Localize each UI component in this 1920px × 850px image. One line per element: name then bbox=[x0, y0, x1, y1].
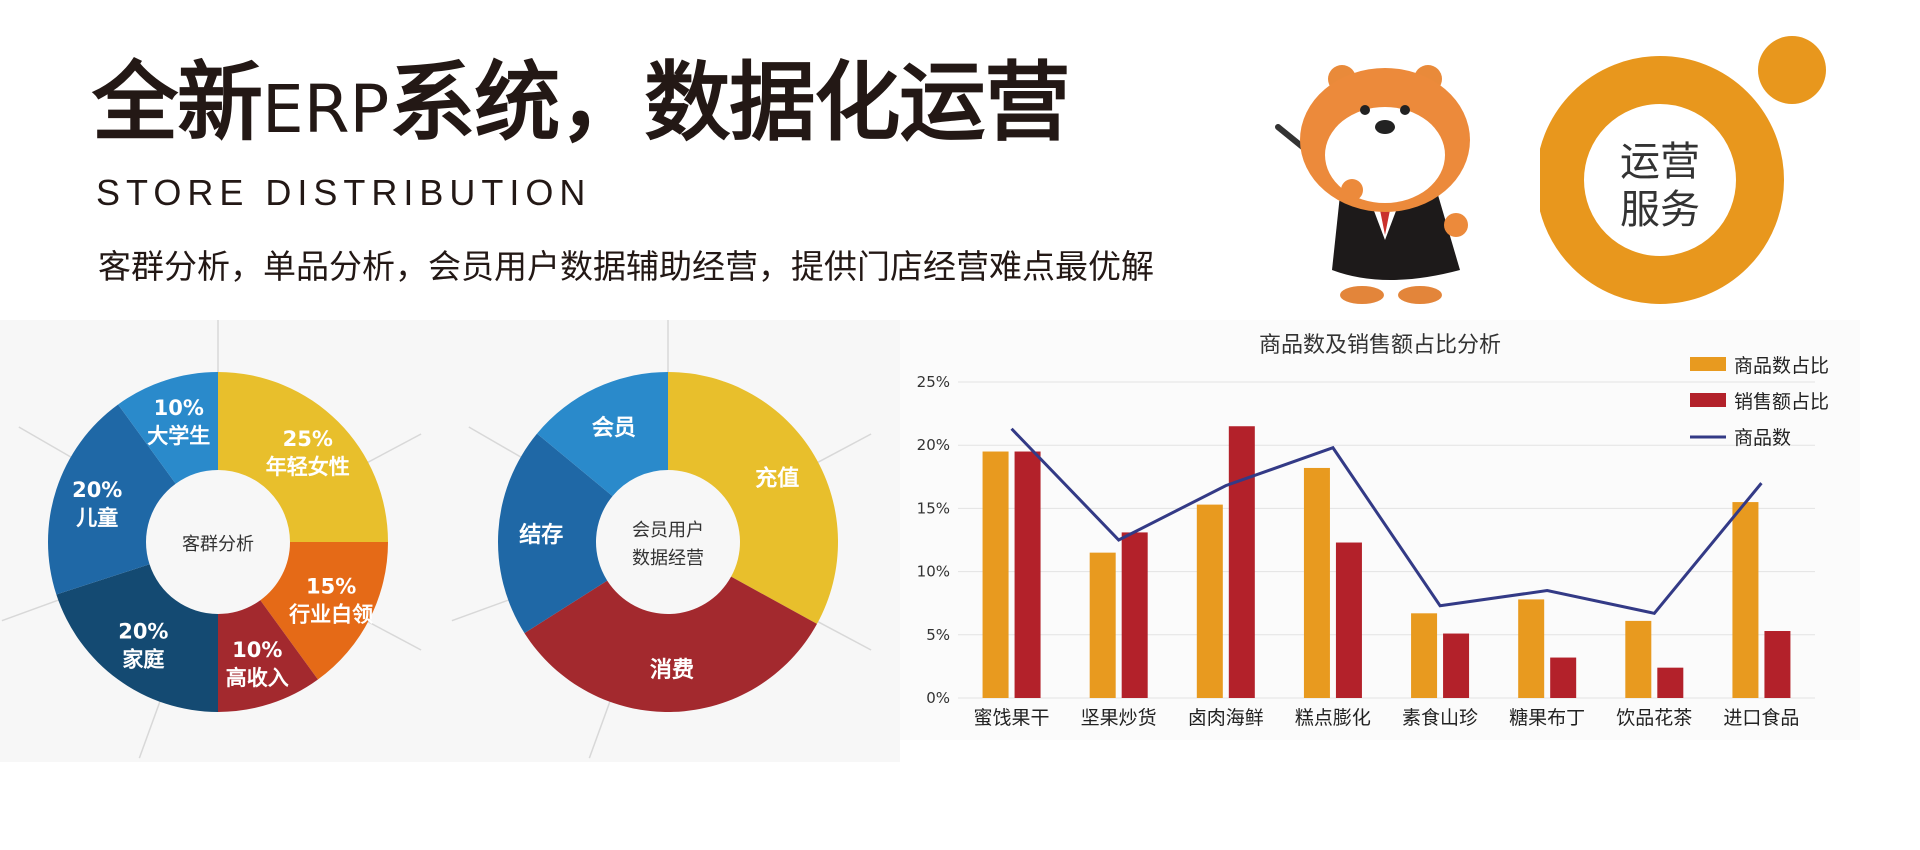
pie-spoke bbox=[813, 433, 872, 466]
bar bbox=[1014, 451, 1041, 698]
pie-slice-label: 消费 bbox=[650, 658, 694, 683]
pie-slice-label: 家庭 bbox=[122, 648, 164, 672]
x-tick-label: 进口食品 bbox=[1723, 707, 1799, 729]
headline-latin: ERP bbox=[262, 71, 390, 148]
pie-slice bbox=[47, 404, 176, 595]
bar bbox=[1335, 542, 1362, 698]
pie-spoke bbox=[813, 618, 872, 651]
headline-part1: 全新 bbox=[92, 53, 263, 153]
bar bbox=[1196, 504, 1223, 698]
bar bbox=[1303, 467, 1330, 698]
pie-slice-percent: 20% bbox=[118, 620, 168, 644]
product-sales-chart: 商品数及销售额占比分析 0% 5% 10% 15% 20% 25% 蜜饯果干 坚果炒货 卤肉海… bbox=[917, 333, 1829, 729]
bar bbox=[1550, 657, 1577, 698]
pie-slice-percent: 10% bbox=[232, 638, 282, 662]
x-tick-label: 素食山珍 bbox=[1402, 707, 1478, 729]
badge-ring bbox=[1540, 56, 1784, 304]
pie-slice bbox=[118, 372, 218, 484]
pie-slice bbox=[56, 564, 219, 712]
operations-badge: 运营 服务 bbox=[1540, 36, 1826, 304]
pie-spoke bbox=[588, 696, 613, 759]
pie-slice-label: 会员 bbox=[592, 415, 636, 441]
headline: 全新ERP系统，数据化运营 bbox=[92, 60, 1070, 148]
pie-center-label-line1: 会员用户 bbox=[632, 520, 704, 541]
x-tick-label: 蜜饯果干 bbox=[974, 707, 1050, 729]
x-axis-labels: 蜜饯果干 坚果炒货 卤肉海鲜 糕点膨化 素食山珍 糖果布丁 饮品花茶 进口食品 bbox=[974, 707, 1800, 729]
pie-spoke bbox=[18, 426, 76, 461]
pie-slice bbox=[218, 372, 388, 542]
y-tick-label: 10% bbox=[917, 563, 950, 581]
chart-grid: 0% 5% 10% 15% 20% 25% bbox=[917, 373, 1815, 707]
pie-slice-label: 充值 bbox=[755, 465, 799, 491]
x-tick-label: 饮品花茶 bbox=[1616, 707, 1692, 729]
pie-slice bbox=[260, 542, 388, 680]
bar bbox=[1228, 426, 1255, 698]
badge-line2: 服务 bbox=[1620, 187, 1700, 233]
pie-spoke bbox=[363, 433, 422, 466]
x-tick-label: 糖果布丁 bbox=[1509, 707, 1585, 729]
bar bbox=[982, 451, 1009, 698]
bar-panel-background bbox=[900, 320, 1860, 740]
chart-bars bbox=[982, 426, 1791, 698]
pie-slice-label: 高收入 bbox=[226, 666, 289, 690]
pie-spoke bbox=[363, 618, 422, 651]
pie-slice bbox=[218, 600, 318, 712]
pie-center-label-line2: 数据经营 bbox=[632, 548, 704, 569]
pie-slice bbox=[537, 372, 668, 497]
badge-dot bbox=[1758, 36, 1826, 104]
chart-line bbox=[1010, 427, 1763, 615]
chart-title: 商品数及销售额占比分析 bbox=[1259, 333, 1501, 358]
pie-spoke bbox=[451, 597, 514, 622]
headline-part2: 系统，数据化运营 bbox=[389, 53, 1070, 153]
badge-line1: 运营 bbox=[1620, 139, 1700, 185]
pie-slice-label: 儿童 bbox=[76, 506, 118, 530]
y-tick-label: 20% bbox=[917, 436, 950, 454]
pie-charts: 25%年轻女性15%行业白领10%高收入20%家庭20%儿童10%大学生客群分析… bbox=[1, 320, 872, 759]
bar bbox=[1764, 631, 1791, 698]
legend-label: 销售额占比 bbox=[1734, 391, 1829, 413]
legend-swatch bbox=[1690, 393, 1726, 407]
pie-slice-label: 年轻女性 bbox=[266, 455, 350, 479]
y-tick-label: 5% bbox=[926, 626, 950, 644]
bar bbox=[1732, 502, 1759, 698]
bar bbox=[1443, 633, 1470, 698]
pie-spoke bbox=[468, 426, 526, 461]
bar bbox=[1121, 532, 1148, 698]
pie-slice bbox=[668, 372, 838, 624]
pie-slice-percent: 15% bbox=[306, 575, 356, 599]
subtitle-english: STORE DISTRIBUTION bbox=[96, 172, 592, 213]
pie-slice-percent: 20% bbox=[72, 478, 122, 502]
pie-slice bbox=[498, 433, 613, 634]
bear-mascot-icon bbox=[1275, 65, 1470, 304]
legend-label: 商品数 bbox=[1734, 427, 1791, 449]
pie-slice-percent: 25% bbox=[283, 427, 333, 451]
y-tick-label: 0% bbox=[926, 689, 950, 707]
series-line bbox=[1010, 427, 1763, 615]
pie-slice-label: 行业白领 bbox=[288, 603, 373, 627]
tagline: 客群分析，单品分析，会员用户数据辅助经营，提供门店经营难点最优解 bbox=[98, 247, 1154, 286]
pie-slice-label: 大学生 bbox=[147, 424, 210, 448]
pie-center-label: 客群分析 bbox=[182, 534, 254, 555]
pie-spoke bbox=[138, 696, 163, 759]
legend-swatch bbox=[1690, 357, 1726, 371]
y-tick-label: 25% bbox=[917, 373, 950, 391]
x-tick-label: 糕点膨化 bbox=[1295, 707, 1371, 729]
bar bbox=[1411, 613, 1438, 698]
pie-slice bbox=[524, 576, 817, 712]
bar bbox=[1625, 620, 1652, 698]
legend-label: 商品数占比 bbox=[1734, 355, 1829, 377]
x-tick-label: 坚果炒货 bbox=[1081, 707, 1157, 729]
bar bbox=[1518, 599, 1545, 698]
x-tick-label: 卤肉海鲜 bbox=[1188, 707, 1264, 729]
pie-spoke bbox=[1, 597, 64, 622]
bar bbox=[1089, 552, 1116, 698]
bar bbox=[1657, 667, 1684, 698]
y-tick-label: 15% bbox=[917, 499, 950, 517]
pie-slice-percent: 10% bbox=[154, 396, 204, 420]
pie-slice-label: 结存 bbox=[519, 522, 563, 548]
